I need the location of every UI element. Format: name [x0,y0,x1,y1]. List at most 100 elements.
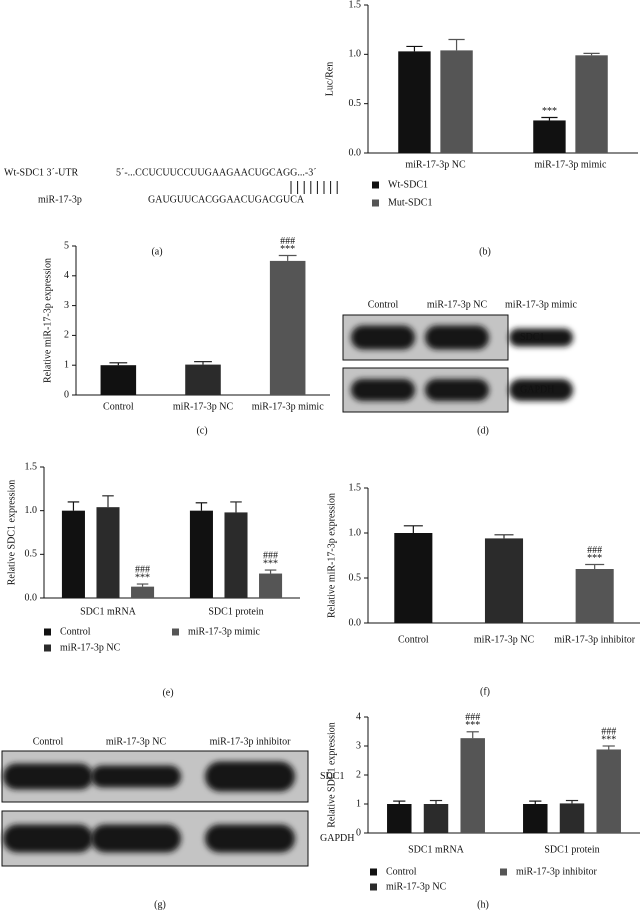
blot-band [205,761,295,792]
x-tick-label: miR-17-3p NC [405,159,466,170]
y-tick-label: 0 [64,389,69,400]
legend-swatch [372,199,379,207]
lane-label: miR-17-3p NC [106,736,167,747]
legend-label: Wt-SDC1 [388,179,428,190]
blot-band [509,379,573,401]
legend-label: miR-17-3p mimic [188,626,261,637]
blot-band [3,763,93,790]
target-sequence: 5´-...CCUCUUCCUUGAAGAACUGCAGG...-3´ [116,167,317,178]
y-tick-label: 1.5 [349,0,362,10]
legend-swatch [370,868,377,876]
blot-band [91,765,181,788]
bar [575,55,608,153]
y-tick-label: 2 [356,769,361,780]
significance: ### [280,236,295,247]
bar [559,803,585,833]
legend-swatch [372,181,379,189]
bar [269,260,306,395]
bar [596,749,621,833]
significance: ### [587,545,602,556]
target-label: Wt-SDC1 3´-UTR [4,167,78,178]
blot-band [91,824,181,853]
significance: *** [601,734,616,745]
bar [96,507,120,598]
y-axis-label: Relative SDC1 expression [326,722,337,828]
significance: ### [263,550,278,561]
y-tick-label: 0.0 [25,592,38,603]
x-tick-label: SDC1 protein [544,844,599,855]
bar [398,51,431,153]
y-tick-label: 0.5 [349,98,362,109]
bar [185,364,221,395]
y-tick-label: 3 [356,740,361,751]
bar [189,510,213,598]
base-pairs [290,181,338,194]
panel-label: (g) [154,899,166,910]
y-tick-label: 1 [64,359,69,370]
panel-label: (h) [477,899,489,910]
y-tick-label: 2 [64,330,69,341]
lane-label: Control [368,299,399,310]
x-tick-label: miR-17-3p mimic [252,401,325,412]
bar [440,50,473,153]
x-tick-label: miR-17-3p NC [173,401,234,412]
panel-label: (c) [196,425,207,436]
bar [387,804,412,833]
lane-label: miR-17-3p inhibitor [210,736,292,747]
significance: *** [465,720,480,731]
y-axis-label: Relative miR-17-3p expression [326,493,337,618]
bar [523,804,548,833]
y-tick-label: 4 [64,270,69,281]
panel-label: (f) [480,686,490,697]
bar [224,512,248,598]
blot-band [425,325,489,350]
y-tick-label: 1.0 [349,527,362,538]
y-axis-label: Luc/Ren [324,62,335,96]
y-tick-label: 0.0 [349,617,362,628]
blot-band [205,824,295,853]
y-tick-label: 3 [64,300,69,311]
blot-band [351,325,415,350]
y-tick-label: 5 [64,240,69,251]
blot-band [351,379,415,401]
y-tick-label: 1.5 [25,461,38,472]
y-tick-label: 0 [356,827,361,838]
y-tick-label: 1.0 [25,505,38,516]
x-tick-label: miR-17-3p inhibitor [554,634,636,645]
panel-label: (e) [162,687,173,698]
lane-label: Control [33,736,64,747]
legend-swatch [370,883,377,891]
x-tick-label: Control [103,401,134,412]
x-tick-label: SDC1 mRNA [408,844,465,855]
significance: *** [587,553,602,564]
bar [61,510,85,598]
mirna-sequence: GAUGUUCACGGAACUGACGUCA [148,194,305,205]
row-label: GAPDH [520,384,554,395]
y-tick-label: 4 [356,711,361,722]
lane-label: miR-17-3p mimic [505,299,578,310]
legend-label: miR-17-3p NC [60,642,121,653]
x-tick-label: Control [398,634,429,645]
legend-label: miR-17-3p NC [386,881,447,892]
row-label: SDC1 [320,771,344,782]
legend-swatch [44,644,51,652]
y-axis-label: Relative SDC1 expression [6,480,17,586]
legend-swatch [44,628,51,636]
legend-label: Control [60,626,91,637]
x-tick-label: SDC1 mRNA [80,606,137,617]
panel-label: (b) [479,246,491,257]
significance: *** [263,558,278,569]
y-tick-label: 0.0 [349,147,362,158]
panel-label: (a) [151,246,162,257]
blot-band [509,328,573,347]
bar [259,573,283,598]
row-label: GAPDH [320,833,354,844]
panel-label: (d) [477,425,489,436]
y-axis-label: Relative miR-17-3p expression [42,258,53,383]
bar [460,738,485,833]
blot-band [425,379,489,401]
legend-label: Control [386,866,417,877]
x-tick-label: miR-17-3p NC [474,634,535,645]
significance: ### [465,712,480,723]
